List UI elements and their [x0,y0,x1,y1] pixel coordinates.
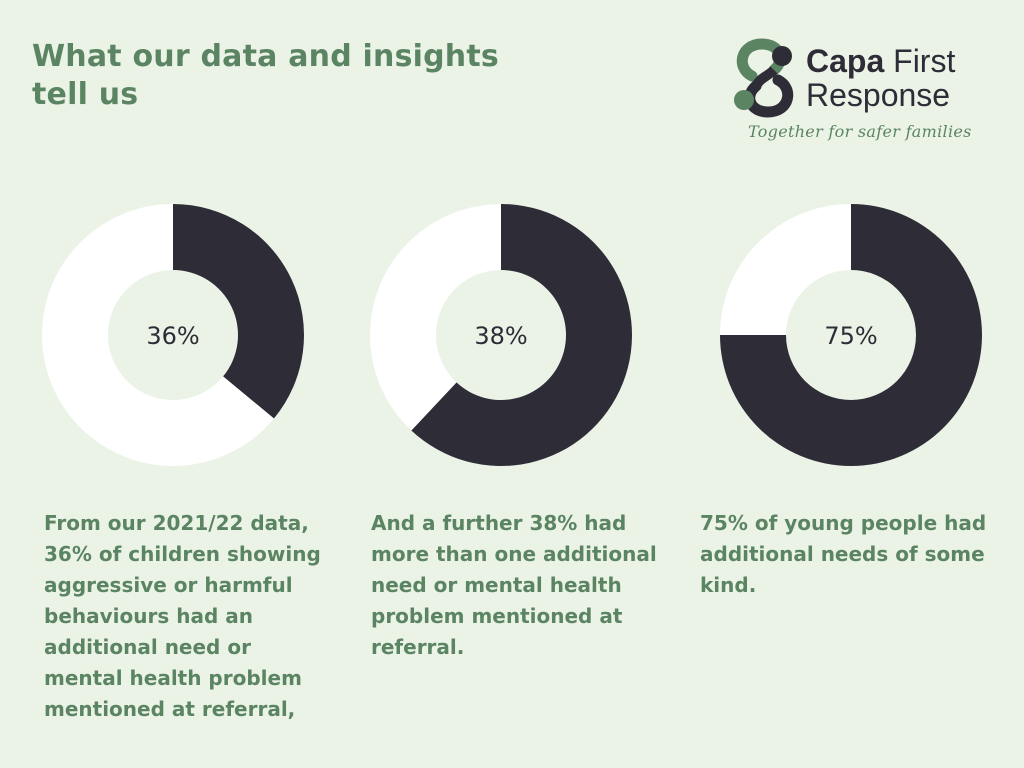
donut-3-slice-highlighted [720,204,982,466]
donut-3-slice-remainder [720,204,851,335]
donut-1-slice-remainder [41,204,274,467]
logo-name-rest: First [893,43,956,79]
donut-1-center-label: 36% [146,322,199,350]
donut-chart-3: 75% [720,204,982,466]
donut-chart-2: 38% [370,204,632,466]
donut-3-slices [720,204,982,466]
caption-3: 75% of young people had additional needs… [700,511,987,597]
donut-3-center-label: 75% [824,322,877,350]
logo-wordmark: Capa First Response [806,44,955,112]
donut-2-slice-remainder [370,204,501,431]
donut-1-slice-highlighted [173,204,304,419]
logo-tagline: Together for safer families [748,122,972,141]
caption-2: And a further 38% had more than one addi… [371,511,657,659]
donut-2-slice-highlighted [411,204,632,466]
donut-2-slices [370,204,632,466]
logo: Capa First Response Together for safer f… [730,38,990,148]
donut-chart-1: 36% [41,204,304,467]
donut-1-slices [41,204,304,467]
page-title: What our data and insights tell us [32,39,499,112]
logo-name-bold: Capa [806,43,885,79]
caption-1: From our 2021/22 data, 36% of children s… [44,511,321,721]
linked-rings-logo-icon [734,38,794,118]
logo-name-line2: Response [806,77,951,113]
donut-2-center-label: 38% [474,322,527,350]
